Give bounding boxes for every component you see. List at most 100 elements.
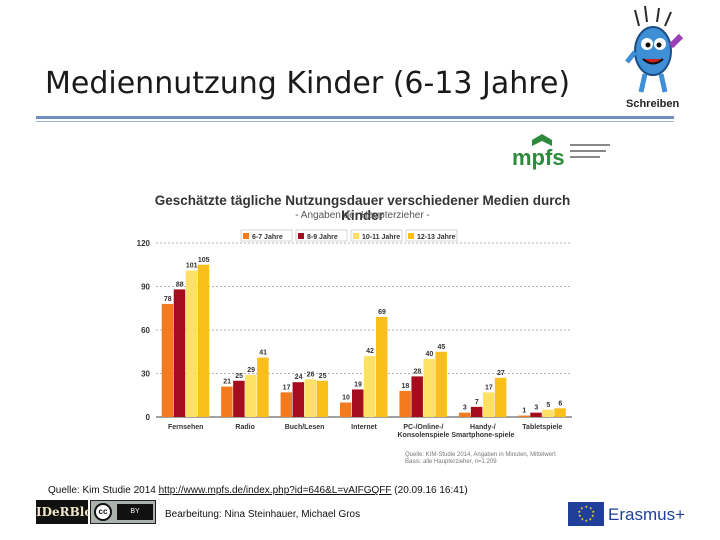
data-label: 17 <box>283 384 291 391</box>
data-label: 40 <box>426 351 434 358</box>
source-note-line-1: Quelle: KIM-Studie 2014, Angaben in Minu… <box>405 452 556 458</box>
data-label: 3 <box>463 405 467 412</box>
source-note-line-2: Basis: alle Haupterzieher, n=1.209 <box>405 459 497 465</box>
source-suffix: (20.09.16 16:41) <box>391 485 468 496</box>
cc-icon: cc <box>94 503 112 521</box>
mascot-icon <box>625 6 684 93</box>
svg-text:★: ★ <box>581 517 585 522</box>
cc-by-label: BY <box>117 504 153 520</box>
eu-flag-icon: ★ ★★ ★★★ ★★★ ★ <box>568 502 604 526</box>
bar <box>554 408 566 417</box>
bar <box>411 376 423 417</box>
data-label: 28 <box>414 368 422 375</box>
legend-label: 12-13 Jahre <box>417 234 456 241</box>
x-category-label: Fernsehen <box>168 424 203 431</box>
legend-label: 6-7 Jahre <box>252 234 283 241</box>
data-label: 45 <box>438 344 446 351</box>
data-label: 18 <box>402 383 410 390</box>
legend-box <box>240 229 293 242</box>
bar <box>364 356 376 417</box>
data-label: 21 <box>223 379 231 386</box>
data-label: 24 <box>295 374 303 381</box>
mpfs-logo: mpfs <box>512 134 610 170</box>
y-tick-label: 120 <box>137 239 151 248</box>
svg-text:★: ★ <box>591 513 595 518</box>
bar <box>470 406 483 417</box>
bar <box>233 380 245 417</box>
chart-title: Geschätzte tägliche Nutzungsdauer versch… <box>154 193 571 223</box>
legend-swatch <box>298 233 304 239</box>
blog-logo: IDeRBlog <box>36 500 101 524</box>
x-category-label: Konsolenspiele <box>398 432 450 439</box>
x-category-label: PC-/Online-/ <box>403 424 443 431</box>
svg-text:★: ★ <box>585 518 589 523</box>
bar <box>352 389 364 417</box>
source-link[interactable]: http://www.mpfs.de/index.php?id=646&L=vA… <box>158 485 392 496</box>
legend-label: 8-9 Jahre <box>307 234 338 241</box>
bar <box>458 412 471 417</box>
data-label: 101 <box>186 263 198 270</box>
chart-source-note: Quelle: KIM-Studie 2014, Angaben in Minu… <box>405 452 575 466</box>
y-tick-label: 60 <box>141 326 150 335</box>
bar <box>399 390 411 417</box>
data-label: 6 <box>558 400 562 407</box>
bar <box>304 379 317 417</box>
bar <box>542 409 554 417</box>
x-category-label: Internet <box>351 424 377 431</box>
erasmus-logo: Erasmus+ <box>608 505 685 524</box>
title-underline-thin <box>36 121 674 122</box>
bar <box>518 415 530 417</box>
svg-text:★: ★ <box>592 509 596 514</box>
bar <box>221 386 233 417</box>
bar <box>340 402 352 417</box>
y-tick-label: 0 <box>146 413 151 422</box>
x-category-label: Handy-/ <box>470 424 496 431</box>
legend-box <box>295 229 348 242</box>
data-label: 41 <box>259 350 267 357</box>
data-label: 42 <box>366 348 374 355</box>
y-tick-label: 90 <box>141 283 150 292</box>
svg-text:★: ★ <box>578 509 582 514</box>
bar <box>376 316 388 417</box>
data-label: 1 <box>522 408 526 415</box>
source-line: Quelle: Kim Studie 2014 http://www.mpfs.… <box>48 485 468 496</box>
legend-box <box>405 229 458 242</box>
bar <box>245 374 257 417</box>
mascot-label: Schreiben <box>626 98 680 110</box>
source-prefix: Quelle: Kim Studie 2014 <box>48 485 159 496</box>
bar <box>257 357 269 417</box>
x-category-label: Radio <box>235 424 254 431</box>
data-label: 17 <box>485 384 493 391</box>
chart-subtitle: - Angaben der Haupterzieher - <box>295 210 430 221</box>
y-tick-label: 30 <box>141 370 150 379</box>
bar <box>423 359 435 417</box>
svg-text:★: ★ <box>585 504 589 509</box>
data-label: 27 <box>497 370 505 377</box>
bar <box>161 303 174 417</box>
data-label: 10 <box>342 395 350 402</box>
bar <box>435 351 447 417</box>
slide-title: Mediennutzung Kinder (6-13 Jahre) <box>45 66 571 101</box>
legend-swatch <box>408 233 414 239</box>
bar <box>482 392 495 417</box>
x-category-label: Tabletspiele <box>522 424 562 431</box>
x-category-label: Buch/Lesen <box>285 424 325 431</box>
svg-text:★: ★ <box>589 517 593 522</box>
bar-chart: 0 30 60 90 120 6-7 Jahre 8-9 Jahre 10-11 Jahre… <box>137 229 572 439</box>
data-label: 7 <box>475 399 479 406</box>
data-label: 78 <box>164 296 172 303</box>
data-label: 25 <box>235 373 243 380</box>
data-label: 26 <box>307 371 315 378</box>
bar <box>197 264 210 417</box>
data-label: 5 <box>546 402 550 409</box>
data-label: 25 <box>319 373 327 380</box>
mpfs-logo-text: mpfs <box>512 145 565 170</box>
data-label: 3 <box>534 405 538 412</box>
svg-text:★: ★ <box>578 513 582 518</box>
x-category-label: Smartphone-spiele <box>451 432 514 439</box>
bar <box>316 380 329 417</box>
cc-license-badge: cc BY <box>90 500 156 524</box>
legend-swatch <box>243 233 249 239</box>
bar <box>185 270 198 417</box>
data-label: 69 <box>378 309 386 316</box>
